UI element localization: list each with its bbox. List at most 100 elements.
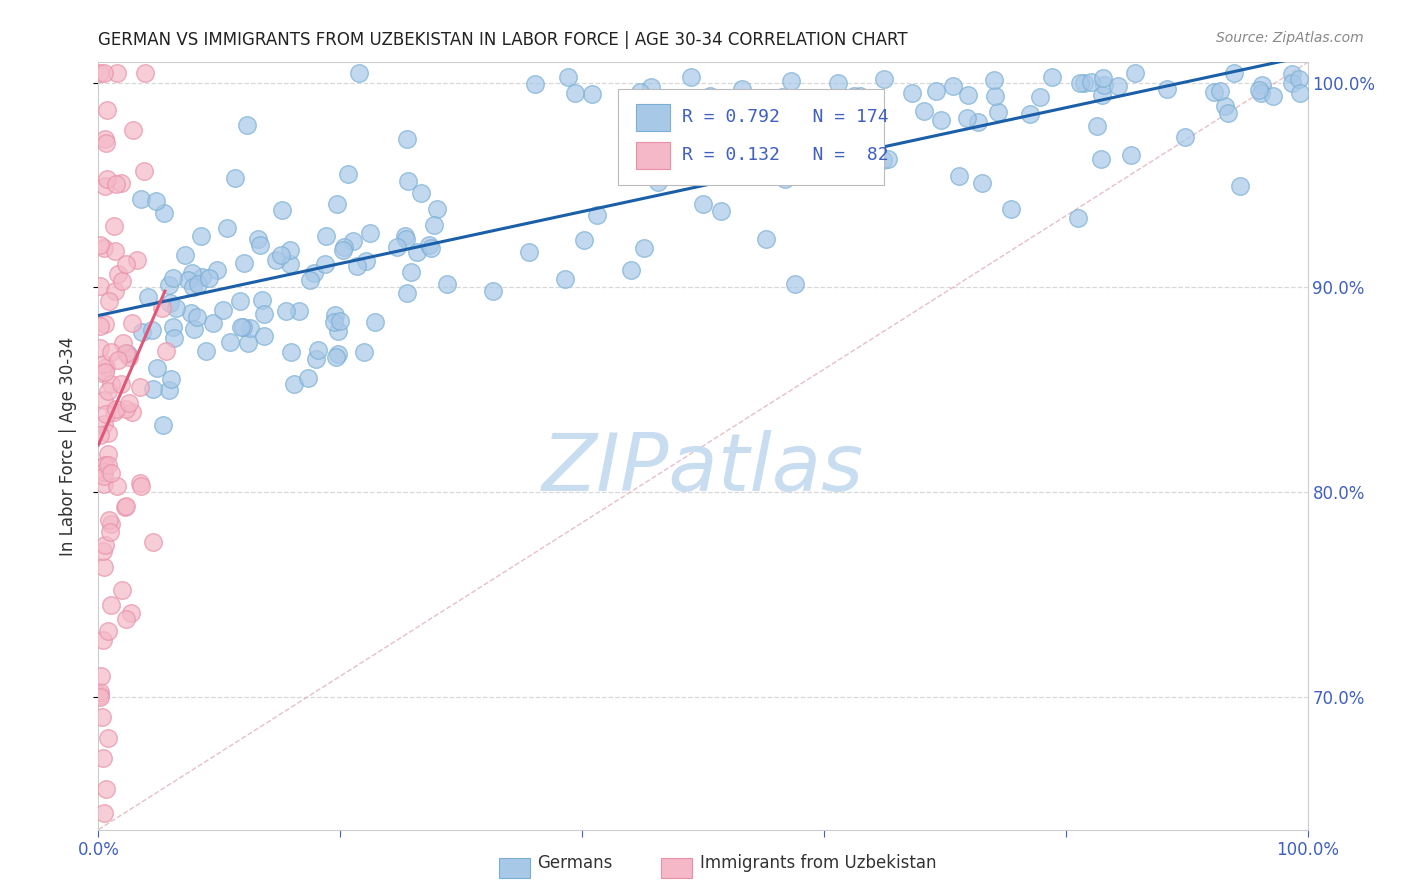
- Point: [93, 179, 115, 194]
- Point: [100, 466, 122, 480]
- Point: [191, 270, 214, 285]
- Point: [411, 186, 433, 200]
- Point: [159, 277, 181, 292]
- Point: [754, 232, 776, 246]
- Point: [155, 343, 177, 358]
- Point: [97, 294, 120, 309]
- FancyBboxPatch shape: [637, 103, 671, 131]
- Point: [93, 465, 115, 479]
- Point: [146, 361, 169, 376]
- Point: [1085, 120, 1108, 134]
- Point: [94, 538, 117, 552]
- Point: [332, 243, 354, 257]
- Point: [217, 221, 239, 235]
- Point: [93, 65, 115, 79]
- Point: [948, 169, 970, 183]
- Point: [699, 88, 721, 103]
- Point: [181, 266, 204, 280]
- Text: GERMAN VS IMMIGRANTS FROM UZBEKISTAN IN LABOR FORCE | AGE 30-34 CORRELATION CHAR: GERMAN VS IMMIGRANTS FROM UZBEKISTAN IN …: [98, 31, 908, 49]
- Point: [104, 284, 127, 298]
- Point: [118, 350, 141, 364]
- Point: [132, 164, 155, 178]
- Point: [1125, 65, 1147, 79]
- Point: [1090, 87, 1112, 102]
- Point: [89, 278, 111, 293]
- Point: [98, 513, 121, 527]
- Point: [232, 319, 254, 334]
- Point: [94, 359, 117, 374]
- Point: [97, 458, 120, 473]
- Point: [162, 271, 184, 285]
- Point: [395, 231, 418, 245]
- Point: [1067, 211, 1090, 225]
- Point: [219, 335, 242, 350]
- Point: [1090, 152, 1112, 166]
- Point: [96, 136, 118, 150]
- Point: [987, 105, 1010, 120]
- Point: [1209, 84, 1232, 98]
- Point: [152, 418, 174, 433]
- Point: [346, 259, 368, 273]
- Point: [299, 272, 322, 286]
- Point: [125, 252, 148, 267]
- Point: [325, 350, 347, 364]
- Point: [141, 382, 163, 396]
- Point: [115, 402, 138, 417]
- Point: [322, 315, 344, 329]
- Point: [785, 277, 807, 291]
- Point: [89, 685, 111, 699]
- Point: [141, 323, 163, 337]
- Point: [103, 405, 125, 419]
- Point: [395, 132, 418, 146]
- Point: [1288, 86, 1310, 100]
- Point: [1250, 86, 1272, 100]
- Point: [105, 479, 128, 493]
- Point: [197, 271, 219, 285]
- Point: [679, 70, 702, 84]
- Point: [302, 266, 325, 280]
- Point: [129, 479, 152, 493]
- Point: [183, 322, 205, 336]
- Point: [333, 240, 356, 254]
- Point: [623, 169, 645, 183]
- Point: [93, 357, 115, 371]
- Point: [557, 70, 579, 84]
- Point: [1281, 77, 1303, 91]
- Point: [90, 366, 112, 380]
- Point: [337, 167, 360, 181]
- Point: [89, 238, 111, 252]
- Point: [1281, 67, 1303, 81]
- Point: [280, 344, 302, 359]
- Point: [103, 219, 125, 234]
- Point: [239, 320, 262, 334]
- Text: R = 0.792   N = 174: R = 0.792 N = 174: [682, 108, 889, 126]
- Point: [773, 171, 796, 186]
- Point: [271, 203, 294, 218]
- Point: [827, 76, 849, 90]
- Point: [93, 131, 115, 145]
- Text: Immigrants from Uzbekistan: Immigrants from Uzbekistan: [700, 855, 936, 872]
- Point: [93, 468, 115, 483]
- Point: [186, 277, 208, 291]
- Point: [120, 606, 142, 620]
- Point: [160, 371, 183, 385]
- Point: [323, 308, 346, 322]
- Point: [93, 417, 115, 432]
- Point: [186, 310, 208, 324]
- Point: [91, 710, 114, 724]
- Point: [90, 669, 112, 683]
- Point: [395, 285, 418, 300]
- Point: [1213, 99, 1236, 113]
- Point: [176, 273, 198, 287]
- Text: R = 0.132   N =  82: R = 0.132 N = 82: [682, 146, 889, 164]
- Point: [872, 71, 894, 86]
- Point: [423, 218, 446, 232]
- Point: [93, 544, 115, 558]
- Point: [97, 425, 120, 440]
- Point: [326, 196, 349, 211]
- Point: [89, 427, 111, 442]
- Point: [129, 192, 152, 206]
- Text: ZIPatlas: ZIPatlas: [541, 430, 865, 508]
- Point: [364, 315, 387, 329]
- Point: [328, 325, 350, 339]
